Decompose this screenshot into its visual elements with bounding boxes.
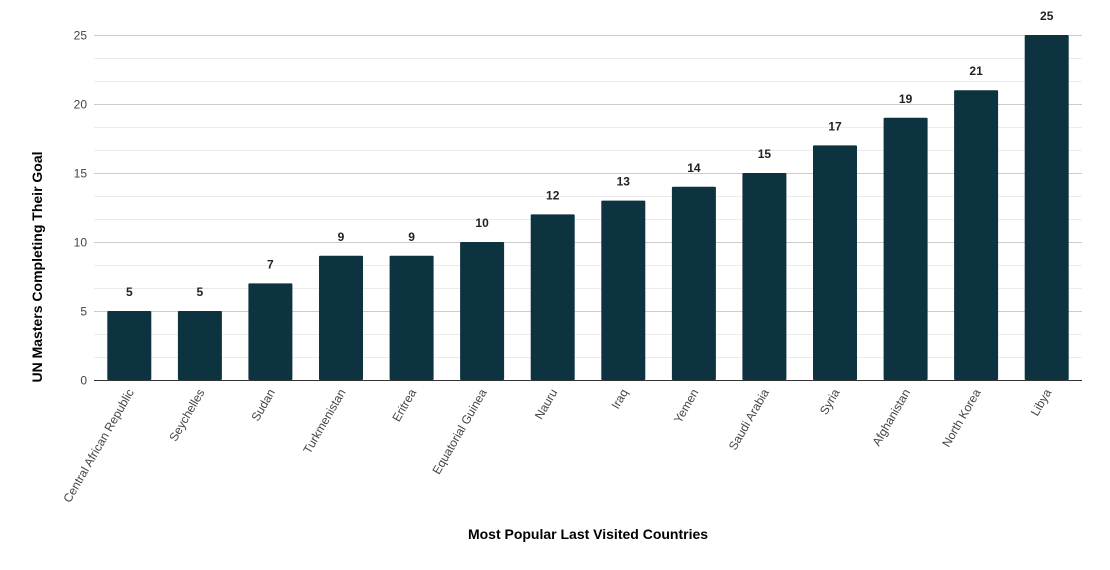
gridlines [94,35,1082,358]
bar [460,242,505,380]
bar [248,283,293,380]
x-tick-label: Iraq [608,387,630,412]
data-label: 14 [687,161,701,175]
x-tick-label: Seychelles [166,387,207,444]
x-tick-label: Equatorial Guinea [430,386,490,476]
data-label: 5 [197,285,204,299]
bar [742,173,787,380]
data-label: 13 [617,175,631,189]
data-label: 17 [828,119,842,133]
bar [1024,35,1069,380]
x-tick-label: Turkmenistan [300,387,348,457]
data-label: 15 [758,147,772,161]
bar [107,311,152,380]
y-axis-title: UN Masters Completing Their Goal [29,151,45,382]
data-label: 19 [899,92,913,106]
x-tick-label: Syria [817,386,843,417]
x-tick-label: Saudi Arabia [726,386,772,452]
data-label: 5 [126,285,133,299]
y-tick-label: 0 [80,374,87,388]
bar [319,255,363,380]
x-tick-label: Afghanistan [869,387,913,449]
x-tick-label: Central African Republic [60,387,136,505]
bar [177,311,222,380]
bar [601,200,646,380]
data-label: 21 [969,64,983,78]
y-tick-label: 5 [80,305,87,319]
x-tick-label: Libya [1028,386,1055,418]
y-tick-label: 10 [74,236,88,250]
x-tick-label: Sudan [249,387,278,424]
bar [530,214,575,380]
x-axis-ticks: Central African Republic Seychelles Sudan T… [60,386,1054,505]
y-tick-label: 20 [74,98,88,112]
x-tick-label: Yemen [671,387,702,426]
data-label: 9 [338,230,345,244]
bar [883,117,928,381]
data-label: 7 [267,257,274,271]
data-label: 12 [546,188,560,202]
y-tick-label: 15 [74,167,88,181]
bar [954,90,999,380]
data-label: 10 [475,216,489,230]
data-labels: 5 5 7 9 9 10 12 13 14 15 17 19 21 25 [126,9,1054,299]
y-tick-label: 25 [74,29,88,43]
data-label: 25 [1040,9,1054,23]
bars [107,35,1069,381]
bar [671,186,716,380]
x-tick-label: Nauru [532,387,560,422]
x-axis-title: Most Popular Last Visited Countries [468,526,708,542]
data-label: 9 [408,230,415,244]
x-tick-label: Eritrea [389,386,419,424]
y-axis-ticks: 0 5 10 15 20 25 [74,29,88,388]
x-tick-label: North Korea [939,386,984,449]
bar [389,255,434,380]
bar [813,145,857,380]
